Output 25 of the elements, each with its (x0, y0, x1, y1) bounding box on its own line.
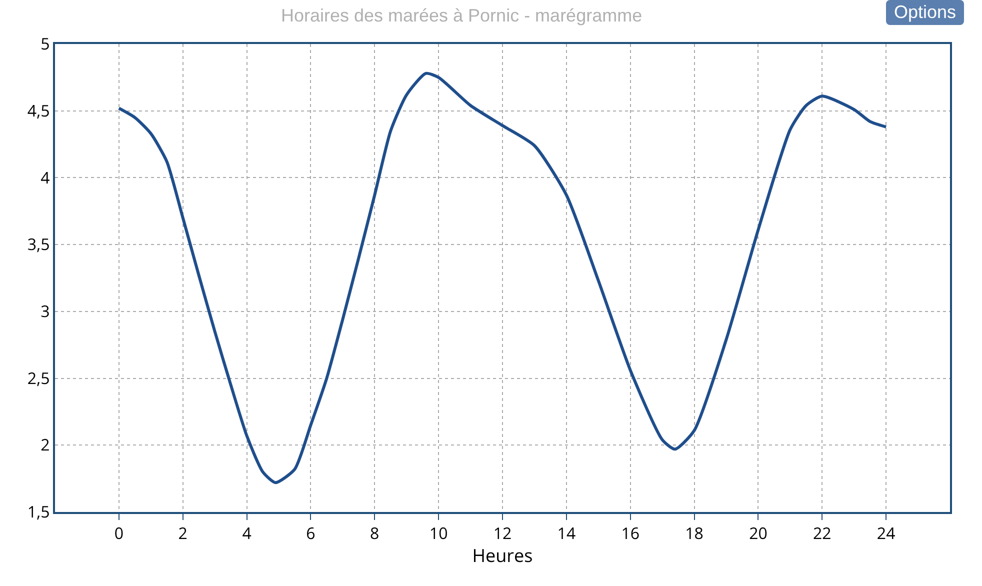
x-tick-label: 2 (178, 522, 188, 544)
y-tick-label: 5 (40, 32, 50, 55)
x-tick-label: 12 (493, 522, 512, 544)
line-series (117, 72, 888, 484)
x-tick-label: 18 (685, 522, 704, 544)
x-tick-label: 24 (876, 522, 896, 544)
y-tick-label: 3 (40, 300, 50, 322)
y-tick-label: 3,5 (27, 233, 50, 256)
chart-title: Horaires des marées à Pornic - marégramme (280, 5, 642, 26)
x-tick-label: 4 (242, 522, 252, 544)
x-tick-label: 10 (429, 522, 448, 544)
y-tick-label: 1,5 (27, 500, 50, 523)
y-tick-label: 4 (40, 166, 50, 188)
x-tick-label: 14 (557, 522, 576, 544)
options-button: Options (886, 0, 964, 25)
x-tick-label: 0 (114, 522, 124, 544)
y-tick-label: 2,5 (27, 366, 50, 389)
x-axis-title: Heures (472, 544, 533, 568)
x-tick-label: 6 (306, 522, 316, 544)
y-tick-label: 4,5 (27, 99, 50, 122)
x-tick-label: 8 (370, 522, 380, 544)
x-tick-label: 22 (812, 522, 832, 544)
x-tick-label: 20 (749, 522, 768, 544)
x-tick-label: 16 (621, 522, 640, 544)
y-tick-label: 2 (40, 434, 50, 456)
